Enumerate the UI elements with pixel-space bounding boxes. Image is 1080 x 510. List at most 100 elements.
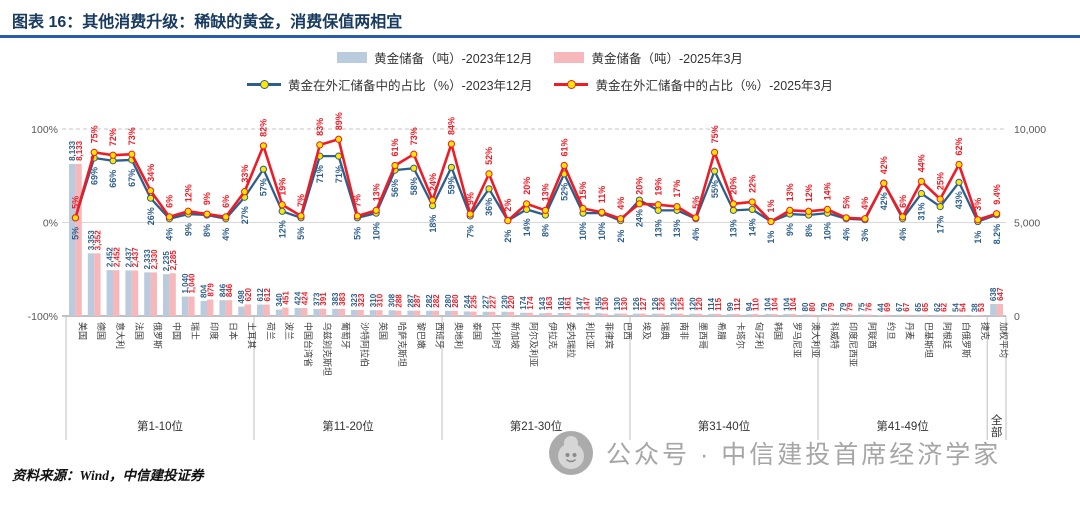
bar-2023-value: 280 <box>444 294 453 308</box>
bar-2023-value: 104 <box>764 297 773 311</box>
bar-2023-value: 323 <box>350 293 359 307</box>
title-rule <box>0 35 1080 38</box>
bar-2025 <box>188 296 195 316</box>
bar-2025-value: 2,437 <box>131 247 140 268</box>
pct-2023-label: 8.2% <box>992 224 1002 245</box>
pct-2025-label: 1% <box>766 200 776 213</box>
bar-2025-value: 451 <box>282 291 291 305</box>
bar-2023-value: 2,333 <box>143 249 152 270</box>
bar-2023-value: 498 <box>237 290 246 304</box>
x-axis-label: 瑞士 <box>190 322 201 340</box>
x-axis-labels: 美国 德国 意大利 法国 俄罗斯 中国 瑞士 印度 日本 土耳其 荷兰 波兰 中国台湾省 乌兹别克斯坦 葡萄… <box>77 322 1009 376</box>
bar-2023-value: 125 <box>670 297 679 311</box>
pct-2025-label: 12% <box>183 184 193 202</box>
pct-2023-label: 7% <box>465 225 475 238</box>
bar-2023 <box>915 314 922 316</box>
bar-2025-value: 879 <box>206 283 215 297</box>
bar-2025 <box>808 314 815 316</box>
bar-2023-value: 846 <box>218 283 227 297</box>
bar-2023 <box>633 313 640 316</box>
bar-2023 <box>219 300 226 316</box>
bar-2025-value: 104 <box>770 297 779 311</box>
legend-item-bar-2023: 黄金储备（吨）-2023年12月 <box>337 48 532 67</box>
left-tick: 100% <box>31 124 58 136</box>
pct-2025-label: 19% <box>277 178 287 196</box>
pct-2023-label: 66% <box>108 170 118 188</box>
bar-2025-value: 147 <box>582 296 591 310</box>
bar-2023 <box>557 312 565 316</box>
line-2025-marker <box>711 148 719 156</box>
x-axis-label: 阿尔及利亚 <box>529 322 540 367</box>
pct-2023-label: 27% <box>240 206 250 224</box>
bar-2025-value: 112 <box>733 297 742 310</box>
pct-2023-label: 10% <box>823 222 833 240</box>
bar-2025-value: 323 <box>357 293 366 307</box>
left-tick: 0% <box>43 218 58 230</box>
pct-2023-label: 12% <box>277 220 287 238</box>
pct-2025-label: 44% <box>917 154 927 172</box>
x-axis-label: 法国 <box>134 322 145 340</box>
pct-2025-label: 61% <box>559 138 569 156</box>
bar-2025 <box>883 314 891 316</box>
bar-2025-value: 130 <box>620 297 629 311</box>
line-2025-marker <box>259 142 267 150</box>
bar-2023-value: 104 <box>782 297 791 311</box>
bar-2023 <box>520 312 527 316</box>
bar-2025 <box>507 311 515 316</box>
bar-2023 <box>595 313 602 316</box>
pct-labels: 5% 5% 69% 75% 66% 72% 67% 73% 26% 34% 4% 6% 9% 12% 8% 9… <box>71 112 1002 244</box>
x-axis-label: 印度 <box>209 322 220 340</box>
group-separators <box>65 316 1007 440</box>
pct-2023-label: 2% <box>503 230 513 243</box>
bar-2023 <box>313 309 320 316</box>
pct-2023-label: 8% <box>541 224 551 237</box>
bar-2025-value: 110 <box>752 297 761 310</box>
pct-2025-label: 20% <box>522 177 532 195</box>
bar-2025 <box>376 310 383 316</box>
page-title: 图表 16：其他消费升级：稀缺的黄金，消费保值两相宜 <box>12 14 403 31</box>
line-2023-marker <box>259 165 267 173</box>
x-axis-label: 菲律宾 <box>604 322 615 349</box>
pct-2025-label: 4% <box>860 197 870 210</box>
bar-2023-value: 1,040 <box>181 273 190 294</box>
bar-2023-value: 79 <box>839 302 848 311</box>
line-2025-marker <box>410 150 418 158</box>
pct-2025-label: 22% <box>747 175 757 193</box>
line-2025-marker <box>955 160 963 169</box>
bar-2023 <box>407 310 414 316</box>
pct-2023-label: 52% <box>559 183 569 201</box>
pct-2025-label: 83% <box>315 118 325 136</box>
pct-2023-label: 4% <box>221 228 231 241</box>
pct-2023-label: 8% <box>804 224 814 237</box>
bar-2023-value: 308 <box>388 293 397 307</box>
bar-2025 <box>752 313 759 316</box>
line-2023-marker <box>748 205 756 214</box>
x-axis-label: 意大利 <box>115 322 126 349</box>
bar-2025 <box>75 163 82 316</box>
bar-2025-value: 647 <box>996 287 1005 301</box>
bar-2023 <box>369 310 377 316</box>
bar-2025-value: 287 <box>413 294 422 308</box>
pct-2023-label: 31% <box>917 203 927 221</box>
line-2025-marker <box>429 196 437 204</box>
pct-2023-label: 13% <box>729 219 739 237</box>
y-axis-left: 100% 0% -100% <box>28 124 58 323</box>
bars-2025 <box>75 163 1003 316</box>
pct-2023-label: 13% <box>672 219 682 237</box>
line-2025-marker <box>466 210 474 218</box>
x-axis-label: 比利时 <box>491 322 502 349</box>
pct-2023-label: 10% <box>371 222 381 240</box>
pct-2023-label: 71% <box>315 165 325 183</box>
bar-2025 <box>940 314 947 316</box>
bar-2025-value: 846 <box>225 283 234 297</box>
x-axis-label: 白俄罗斯 <box>961 322 972 358</box>
x-axis-label: 日本 <box>228 322 239 340</box>
line-2025-marker <box>974 216 982 224</box>
x-axis-label: 南非 <box>679 322 690 340</box>
x-axis-label: 瑞典 <box>660 322 671 340</box>
x-axis-label: 荷兰 <box>265 322 276 340</box>
pct-2023-label: 56% <box>390 179 400 197</box>
bar-2023-value: 65 <box>914 302 923 311</box>
x-axis-label: 新加坡 <box>510 322 521 349</box>
bar-2023-value: 310 <box>369 293 378 307</box>
